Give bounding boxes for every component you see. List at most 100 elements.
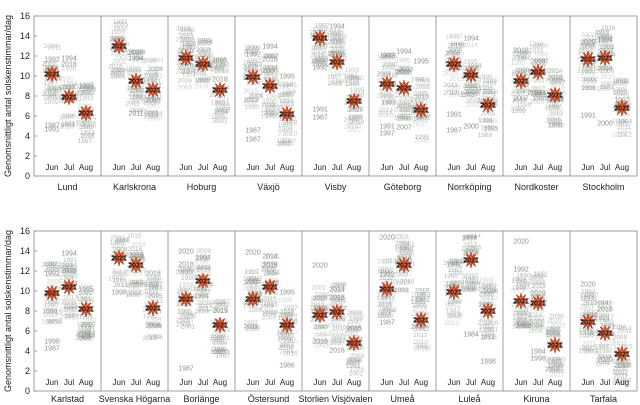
year-point-label: 1993 bbox=[132, 49, 147, 56]
year-point-label: 1991 bbox=[582, 38, 597, 45]
highlight-2021-marker bbox=[547, 86, 563, 104]
year-point-label: 2006 bbox=[550, 367, 565, 374]
year-point-label: 1992 bbox=[245, 52, 261, 59]
year-point-label: 2003 bbox=[600, 44, 615, 51]
year-point-label: 1992 bbox=[43, 261, 58, 268]
year-point-label: 1986 bbox=[547, 117, 562, 124]
year-point-label: 2001 bbox=[331, 335, 346, 342]
year-point-label: 2001 bbox=[529, 274, 544, 281]
highlight-2021-label: 2021 bbox=[547, 343, 563, 350]
year-point-label: 2007 bbox=[396, 125, 412, 132]
year-point-label: 1993 bbox=[129, 252, 144, 259]
year-point-label: 1991 bbox=[243, 275, 258, 282]
year-point-label: 2012 bbox=[198, 305, 213, 312]
year-point-label: 1991 bbox=[211, 339, 226, 346]
year-point-label: 1997 bbox=[244, 319, 259, 326]
year-point-label: 2007 bbox=[530, 86, 545, 93]
month-tick-label: Jul bbox=[600, 163, 610, 172]
year-point-label: 2011 bbox=[197, 264, 211, 271]
year-point-label: 1998 bbox=[277, 138, 292, 145]
highlight-2021-marker bbox=[128, 72, 144, 90]
year-point-label: 2011 bbox=[595, 67, 609, 74]
year-point-label: 2009 bbox=[262, 315, 277, 322]
year-point-label: 2017 bbox=[244, 300, 259, 307]
highlight-2021-marker bbox=[178, 290, 194, 308]
year-point-label: 2003 bbox=[530, 77, 545, 84]
highlight-2021-marker bbox=[413, 101, 429, 119]
highlight-2021-marker bbox=[61, 278, 77, 296]
year-point-label: 2015 bbox=[595, 29, 610, 36]
highlight-2021-label: 2021 bbox=[212, 323, 228, 330]
month-tick-label: Jun bbox=[113, 378, 126, 387]
year-point-label: 1985 bbox=[210, 336, 225, 343]
year-point-label: 2017 bbox=[331, 338, 346, 345]
year-point-label: 1994 bbox=[128, 56, 144, 63]
y-tick-label: 14 bbox=[20, 31, 30, 41]
year-point-label: 1985 bbox=[282, 82, 297, 89]
year-point-label: 1998 bbox=[516, 310, 531, 317]
year-point-label: 2018 bbox=[579, 330, 594, 337]
year-point-label: 1994 bbox=[63, 81, 78, 88]
year-point-label: 2010 bbox=[413, 339, 428, 346]
year-point-label: 1998 bbox=[111, 290, 127, 297]
year-point-label: 1986 bbox=[411, 311, 426, 318]
year-point-label: 2017 bbox=[396, 280, 411, 287]
year-point-label: 2008 bbox=[60, 274, 75, 281]
year-point-label: 1988 bbox=[265, 71, 280, 78]
year-point-label: 1997 bbox=[210, 349, 225, 356]
year-point-label: 2019 bbox=[599, 314, 614, 321]
year-point-label: 2007 bbox=[264, 53, 279, 60]
station-name-label: Umeå bbox=[390, 394, 414, 404]
year-point-label: 2003 bbox=[197, 265, 212, 272]
year-point-label: 1990 bbox=[517, 68, 532, 75]
year-point-label: 1988 bbox=[79, 86, 94, 93]
year-point-label: 2020 bbox=[263, 310, 278, 317]
year-point-label: 1992 bbox=[65, 310, 80, 317]
year-point-label: 2006 bbox=[383, 53, 398, 60]
year-point-label: 1988 bbox=[244, 45, 259, 52]
year-point-label: 2001 bbox=[601, 324, 616, 331]
year-point-label: 2012 bbox=[332, 49, 347, 56]
year-point-label: 1985 bbox=[314, 295, 329, 302]
year-point-label: 2014 bbox=[378, 110, 393, 117]
month-tick-label: Jul bbox=[198, 378, 208, 387]
year-point-label: 1996 bbox=[447, 299, 462, 306]
year-point-label: 1988 bbox=[548, 368, 563, 375]
highlight-2021-label: 2021 bbox=[61, 285, 77, 292]
year-point-label: 1997 bbox=[444, 301, 459, 308]
year-point-label: 1990 bbox=[346, 319, 361, 326]
year-point-label: 1997 bbox=[618, 362, 633, 369]
year-point-label: 1986 bbox=[112, 277, 127, 284]
year-point-label: 2004 bbox=[127, 291, 142, 298]
year-point-label: 2017 bbox=[379, 268, 394, 275]
year-point-label: 2011 bbox=[215, 112, 229, 119]
year-point-label: 2008 bbox=[415, 323, 430, 330]
month-tick-label: Jun bbox=[381, 378, 394, 387]
year-point-label: 2009 bbox=[44, 89, 59, 96]
year-point-label: 1990 bbox=[584, 331, 599, 338]
year-point-label: 2016 bbox=[280, 101, 295, 108]
year-point-label: 1994 bbox=[192, 70, 207, 77]
year-point-label: 2014 bbox=[395, 92, 410, 99]
year-point-label: 1993 bbox=[377, 266, 392, 273]
year-point-label: 2011 bbox=[612, 378, 626, 385]
highlight-2021-label: 2021 bbox=[480, 103, 496, 110]
year-point-label: 2020 bbox=[178, 249, 194, 256]
year-point-label: 2000 bbox=[144, 111, 159, 118]
year-point-label: 2005 bbox=[178, 84, 193, 91]
year-point-label: 1994 bbox=[410, 77, 425, 84]
year-point-label: 1991 bbox=[147, 79, 162, 86]
year-point-label: 2006 bbox=[276, 331, 291, 338]
year-point-label: 2017 bbox=[180, 318, 195, 325]
year-point-label: 1994 bbox=[345, 359, 360, 366]
year-point-label: 2013 bbox=[113, 282, 128, 289]
year-point-label: 1993 bbox=[331, 298, 346, 305]
highlight-2021-marker bbox=[195, 272, 211, 290]
y-tick-label: 8 bbox=[25, 306, 30, 316]
year-point-label: 2013 bbox=[277, 131, 292, 138]
year-point-label: 2018 bbox=[76, 329, 91, 336]
year-point-label: 1989 bbox=[79, 124, 94, 131]
year-point-label: 2004 bbox=[528, 328, 543, 335]
year-point-label: 2002 bbox=[528, 90, 543, 97]
year-point-label: 1997 bbox=[82, 318, 97, 325]
